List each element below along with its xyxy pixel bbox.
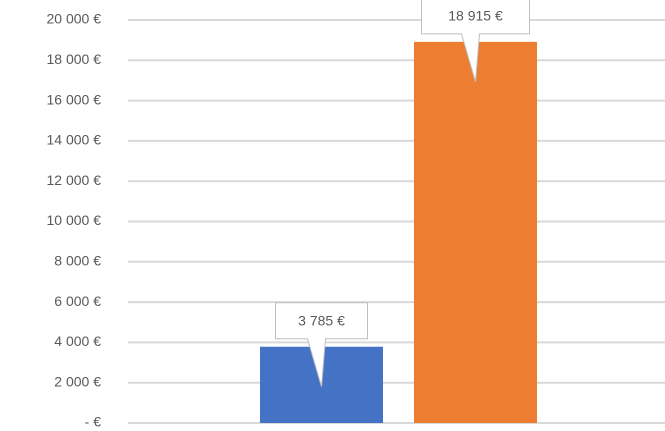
y-tick-label: 4 000 €: [54, 333, 101, 349]
bar: [414, 41, 537, 423]
y-tick-label: 6 000 €: [54, 293, 101, 309]
y-tick-label: - €: [85, 414, 102, 430]
y-tick-label: 14 000 €: [47, 132, 102, 148]
data-label-callout: [275, 302, 368, 387]
data-label-callout: [421, 0, 530, 83]
data-label: 18 915 €: [448, 8, 503, 24]
y-tick-label: 2 000 €: [54, 373, 101, 389]
y-tick-label: 10 000 €: [47, 212, 102, 228]
y-tick-label: 8 000 €: [54, 253, 101, 269]
y-tick-label: 18 000 €: [47, 51, 102, 67]
y-tick-label: 16 000 €: [47, 91, 102, 107]
data-label: 3 785 €: [298, 312, 345, 328]
y-tick-label: 12 000 €: [47, 172, 102, 188]
y-tick-label: 20 000 €: [47, 11, 102, 27]
